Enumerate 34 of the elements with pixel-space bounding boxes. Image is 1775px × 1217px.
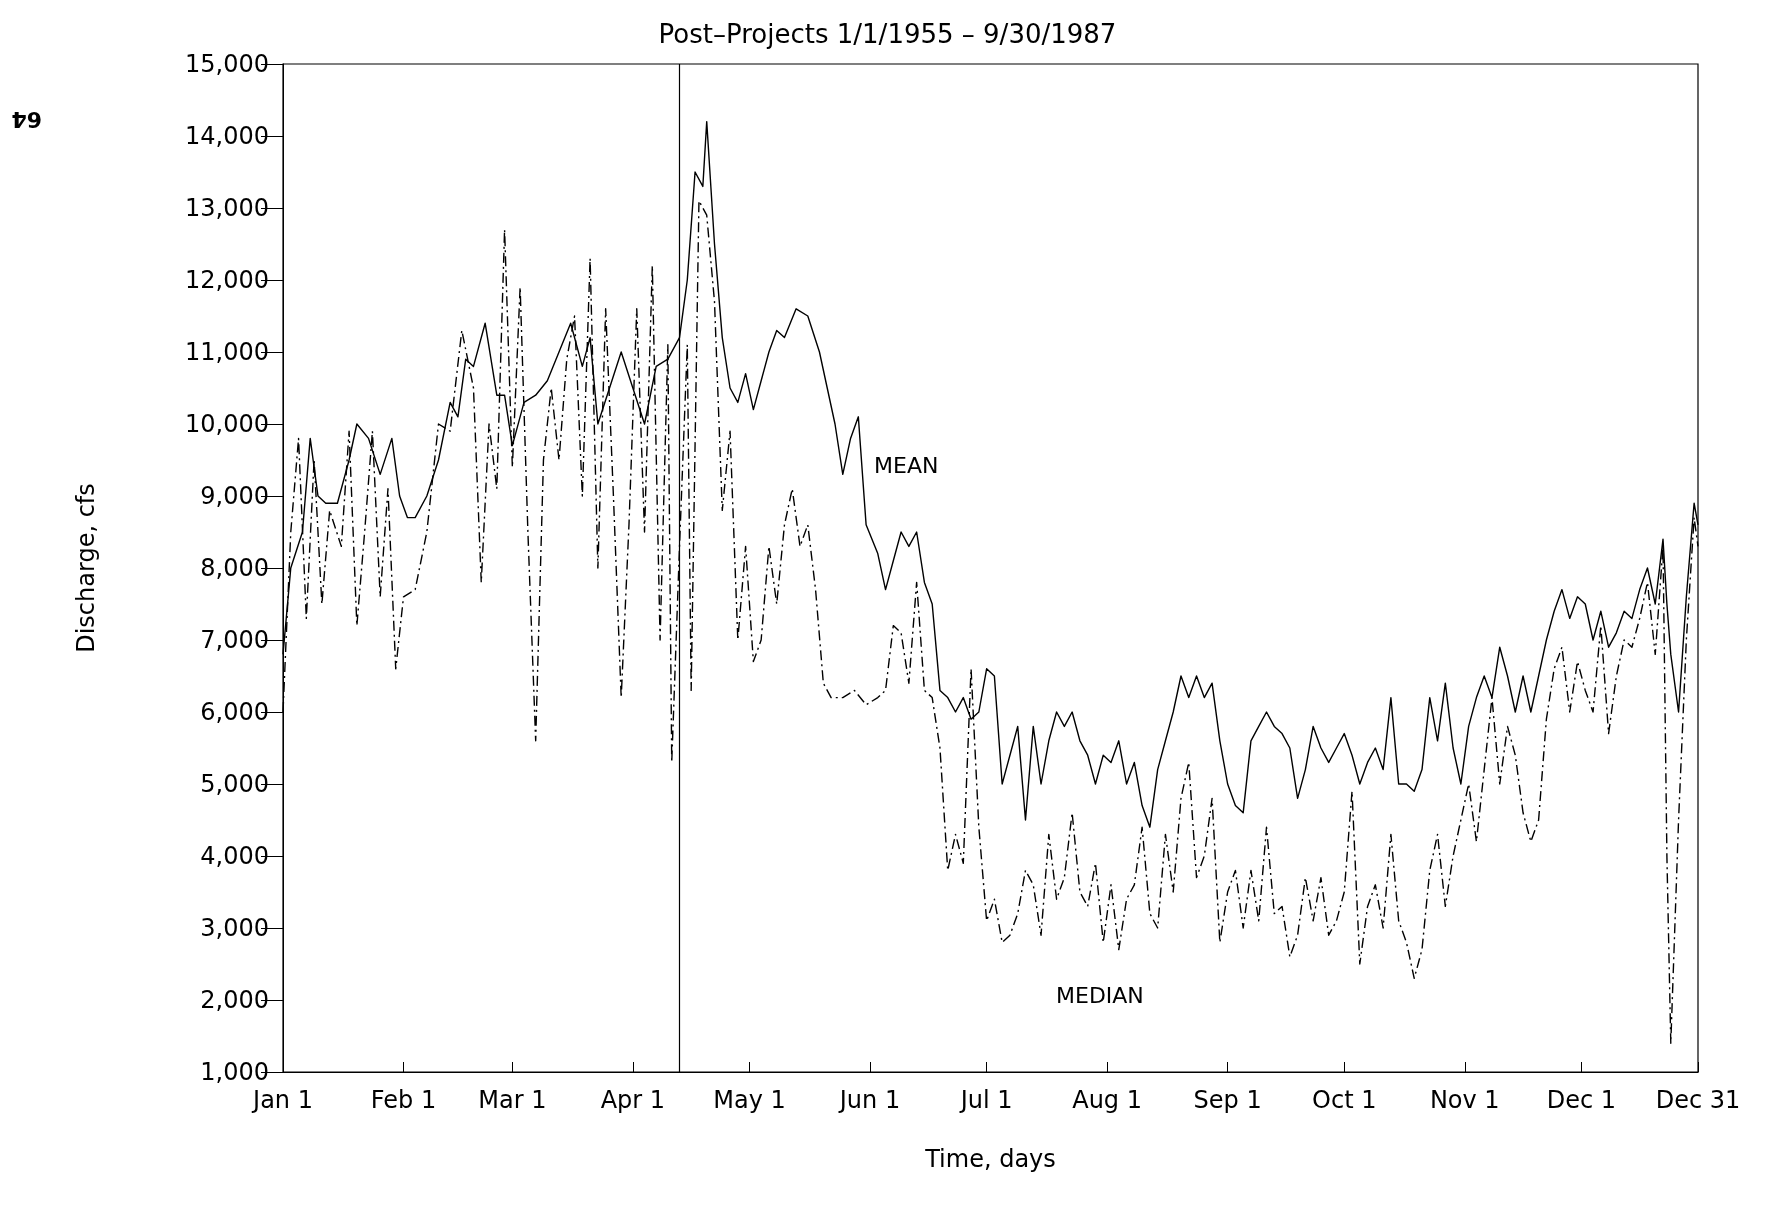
annotation: MEDIAN [1056,982,1144,1008]
y-tick-label: 3,000 [200,914,269,942]
x-tick-label: Sep 1 [1193,1086,1262,1114]
annotation: MEAN [874,452,939,478]
chart-title: Post–Projects 1/1/1955 – 9/30/1987 [658,19,1117,49]
x-tick-label: May 1 [713,1086,786,1114]
y-tick-label: 12,000 [185,266,269,294]
y-tick-label: 14,000 [185,122,269,150]
y-axis-title: Discharge, cfs [72,483,100,653]
y-tick-label: 5,000 [200,770,269,798]
y-tick-label: 11,000 [185,338,269,366]
x-tick-label: Apr 1 [600,1086,666,1114]
y-tick-label: 4,000 [200,842,269,870]
x-tick-label: Jan 1 [251,1086,313,1114]
y-tick-label: 1,000 [200,1058,269,1086]
x-tick-label: Jul 1 [958,1086,1013,1114]
y-tick-label: 7,000 [200,626,269,654]
x-tick-label: Jun 1 [837,1086,901,1114]
x-tick-label: Dec 1 [1546,1086,1617,1114]
x-tick-label: Feb 1 [370,1086,437,1114]
y-tick-label: 2,000 [200,986,269,1014]
x-tick-label: Dec 31 [1655,1086,1741,1114]
text: 64 [11,106,42,132]
y-tick-label: 8,000 [200,554,269,582]
x-tick-label: Nov 1 [1429,1086,1500,1114]
x-tick-label: Mar 1 [478,1086,547,1114]
y-tick-label: 15,000 [185,50,269,78]
y-tick-label: 10,000 [185,410,269,438]
y-tick-label: 6,000 [200,698,269,726]
x-tick-label: Aug 1 [1072,1086,1142,1114]
y-tick-label: 13,000 [185,194,269,222]
x-tick-label: Oct 1 [1312,1086,1377,1114]
x-axis-title: Time, days [924,1145,1056,1173]
y-tick-label: 9,000 [200,482,269,510]
